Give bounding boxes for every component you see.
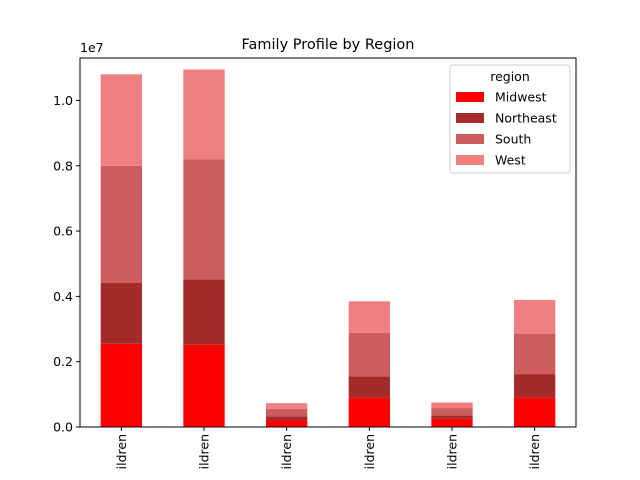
x-tick-label: ildren <box>445 434 460 469</box>
y-tick-label: 0.0 <box>53 420 73 435</box>
y-tick-label: 1.0 <box>53 93 73 108</box>
bar-segment-south-6 <box>514 333 556 375</box>
bar-segment-west-3 <box>266 403 308 409</box>
bar-segment-south-2 <box>183 159 225 280</box>
bar-segment-south-3 <box>266 408 308 417</box>
legend-label-northeast: Northeast <box>495 111 557 126</box>
axis-multiplier-label: 1e7 <box>80 40 104 55</box>
x-axis: ildren ildren ildren ildren ildren ildren <box>114 427 542 469</box>
x-tick-label: ildren <box>362 434 377 469</box>
legend-swatch-south <box>456 134 484 144</box>
y-axis: 0.0 0.2 0.4 0.6 0.8 1.0 <box>53 93 80 435</box>
bar-segment-south-4 <box>348 332 390 377</box>
bar-segment-west-6 <box>514 299 556 334</box>
legend-items: Midwest Northeast South West <box>456 90 557 168</box>
bar-segment-midwest-5 <box>431 418 473 427</box>
bar-segment-midwest-6 <box>514 397 556 427</box>
bar-segment-midwest-1 <box>100 343 142 427</box>
bar-segment-south-1 <box>100 165 142 283</box>
bar-segment-south-5 <box>431 408 473 416</box>
legend-title: region <box>490 69 530 84</box>
bar-segment-northeast-6 <box>514 374 556 398</box>
bar-segment-midwest-3 <box>266 420 308 427</box>
bar-segment-west-2 <box>183 69 225 160</box>
x-tick-label: ildren <box>279 434 294 469</box>
bars-layer <box>100 69 556 427</box>
bar-segment-northeast-3 <box>266 416 308 421</box>
bar-segment-west-1 <box>100 74 142 166</box>
legend-swatch-northeast <box>456 113 484 123</box>
y-tick-label: 0.8 <box>53 158 73 173</box>
bar-segment-northeast-1 <box>100 282 142 344</box>
legend-label-west: West <box>495 153 526 168</box>
legend-label-midwest: Midwest <box>495 90 547 105</box>
x-tick-label: ildren <box>114 434 129 469</box>
bar-segment-west-5 <box>431 402 473 409</box>
legend-swatch-west <box>456 155 484 165</box>
legend: region Midwest Northeast South West <box>449 64 571 174</box>
bar-segment-northeast-2 <box>183 279 225 345</box>
y-tick-label: 0.6 <box>53 224 73 239</box>
legend-label-south: South <box>495 132 531 147</box>
legend-swatch-midwest <box>456 92 484 102</box>
bar-segment-west-4 <box>348 301 390 333</box>
bar-segment-northeast-4 <box>348 376 390 398</box>
bar-segment-midwest-4 <box>348 397 390 427</box>
x-tick-label: ildren <box>527 434 542 469</box>
bar-segment-northeast-5 <box>431 415 473 419</box>
y-tick-label: 0.2 <box>53 354 73 369</box>
plot-frame <box>79 57 577 428</box>
bar-segment-midwest-2 <box>183 344 225 427</box>
y-tick-label: 0.4 <box>53 289 73 304</box>
chart-title: Family Profile by Region <box>242 37 415 53</box>
x-tick-label: ildren <box>197 434 212 469</box>
